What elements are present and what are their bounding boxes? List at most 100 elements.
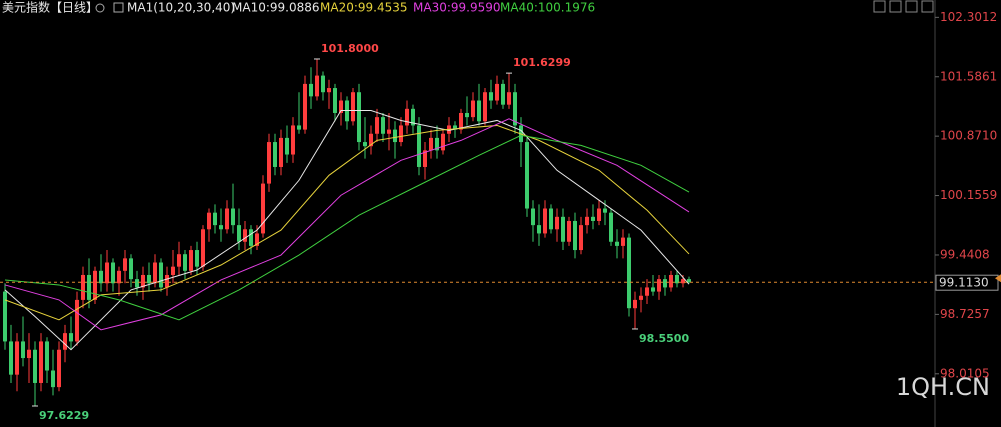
toggle-icon[interactable] [95,3,105,13]
candle-body [309,83,313,97]
candle-body [39,341,43,383]
candle-body [231,208,235,226]
candle-body [465,112,469,118]
legend-entry: MA40:100.1976 [500,1,595,15]
candle-body [543,208,547,234]
candle-body [201,229,205,267]
candle-body [291,125,295,155]
candle-body [471,100,475,118]
candle-body [135,279,139,288]
y-tick-label: 98.7257 [940,307,990,321]
indicator-icon[interactable] [113,2,124,13]
tool-button[interactable] [873,0,886,13]
candle-body [669,274,673,288]
candle-body [405,108,409,126]
candle-body [69,333,73,342]
candle-body [423,150,427,167]
candle-body [339,100,343,113]
candle-body [51,370,55,388]
candle-body [375,117,379,134]
candle-body [279,137,283,167]
candle-body [531,208,535,226]
candle-body [687,279,691,283]
candle-body [243,229,247,242]
y-tick-label: 98.0105 [940,366,990,380]
candle-body [579,225,583,251]
candle-body [213,212,217,226]
candle-body [285,137,289,155]
candle-body [21,341,25,359]
candle-body [681,279,685,284]
candle-body [63,333,67,350]
candle-body [327,88,331,93]
candle-body [261,183,265,234]
candle-body [483,92,487,122]
y-tick-label: 99.4408 [940,247,990,261]
candle-body [321,75,325,93]
legend-entry: MA30:99.9590 [413,1,501,15]
candle-body [297,125,301,130]
candle-body [123,258,127,271]
candle-body [459,112,463,130]
candle-body [549,208,553,230]
candle-body [645,287,649,296]
candle-body [183,254,187,271]
tool-button[interactable] [905,0,918,13]
candle-body [93,270,97,300]
candle-body [603,208,607,213]
candle-body [477,100,481,122]
candle-body [87,274,91,300]
toolbar [873,0,934,13]
candle-body [585,216,589,226]
candle-body [627,237,631,309]
candle-body [615,241,619,246]
candle-body [3,291,7,342]
candle-body [9,341,13,375]
candle-body [117,270,121,284]
candle-body [639,295,643,300]
candle-body [489,92,493,101]
candle-body [561,216,565,242]
ma-line [4,124,690,321]
candle-body [351,92,355,122]
last-price-label: 99.1130 [939,276,989,290]
candle-body [357,92,361,143]
candle-body [195,250,199,267]
candle-body [663,279,667,288]
candle-body [429,137,433,151]
candle-body [99,270,103,284]
candle-body [435,137,439,151]
candle-body [381,117,385,134]
annotation-label: 101.6299 [513,56,571,69]
annotation-label: 97.6229 [39,409,89,422]
candle-body [651,287,655,292]
candle-body [363,142,367,147]
chart-title: 美元指数 [2,0,50,15]
candle-body [417,125,421,167]
candle-body [513,92,517,126]
candle-body [675,274,679,284]
candle-body [573,220,577,251]
candle-body [501,83,505,105]
tool-button[interactable] [921,0,934,13]
legend-entry: MA20:99.4535 [320,1,408,15]
candle-body [525,142,529,209]
y-tick-label: 102.3012 [940,10,997,24]
tool-button[interactable] [889,0,902,13]
candle-body [399,125,403,143]
price-pointer [995,274,1001,283]
candle-body [657,279,661,292]
candle-body [225,208,229,230]
candle-body [507,92,511,105]
candle-body [621,237,625,246]
y-tick-label: 100.8710 [940,129,997,143]
candle-body [303,83,307,130]
candle-body [45,341,49,371]
candle-body [81,274,85,300]
candle-body [153,262,157,284]
candle-body [267,142,271,184]
candle-body [567,220,571,242]
candle-body [609,212,613,242]
candle-body [237,225,241,242]
